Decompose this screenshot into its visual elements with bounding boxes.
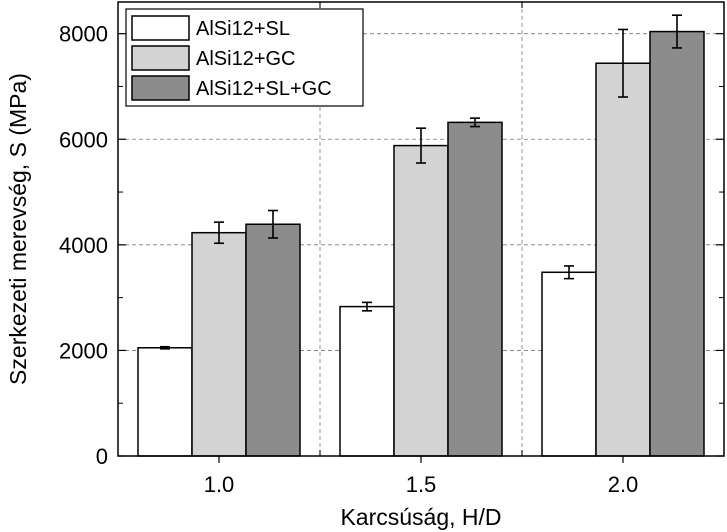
bar: [245, 223, 301, 457]
bar: [339, 305, 395, 457]
y-tick-label: 0: [96, 444, 108, 469]
y-axis-ticks: 0 2000 4000 6000 8000: [59, 22, 724, 469]
legend-label: AlSi12+GC: [196, 48, 296, 70]
legend-swatch: [131, 45, 190, 71]
legend-label: AlSi12+SL+GC: [196, 78, 332, 100]
y-tick-label: 6000: [59, 127, 108, 152]
legend-label: AlSi12+SL: [196, 18, 290, 40]
x-tick-label: 1.5: [406, 472, 437, 497]
x-tick-label: 1.0: [204, 472, 235, 497]
bars-group: [137, 30, 705, 457]
x-tick-label: 2.0: [608, 472, 639, 497]
legend-swatch: [131, 75, 190, 101]
bar: [447, 121, 503, 457]
bar: [649, 30, 705, 457]
bar: [393, 144, 449, 457]
bar: [191, 231, 247, 457]
x-axis-title: Karcsúság, H/D: [340, 504, 501, 530]
y-axis-title: Szerkezeti merevség, S (MPa): [5, 73, 31, 385]
legend-swatch: [131, 15, 190, 41]
y-tick-label: 4000: [59, 233, 108, 258]
y-tick-label: 2000: [59, 338, 108, 363]
legend: AlSi12+SL AlSi12+GC AlSi12+SL+GC: [125, 8, 364, 107]
y-tick-label: 8000: [59, 22, 108, 47]
bar: [541, 271, 597, 457]
error-bars-group: [160, 14, 682, 350]
x-axis-ticks: 1.0 1.5 2.0: [204, 2, 639, 497]
bar: [595, 62, 651, 457]
bar: [137, 347, 193, 457]
